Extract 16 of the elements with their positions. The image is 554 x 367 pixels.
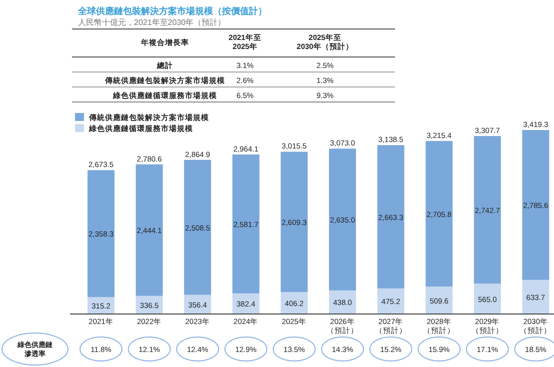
bar [136, 164, 163, 296]
bar [232, 154, 260, 294]
bar [522, 280, 550, 314]
bar [474, 284, 501, 314]
bar [329, 148, 356, 290]
bar [426, 140, 453, 287]
bar [280, 152, 308, 292]
bar [426, 286, 453, 314]
bar [474, 136, 501, 284]
chart-subtitle: 人民幣十億元，2021年至2030年（預計） [78, 18, 226, 27]
bar [522, 130, 550, 280]
chart-title: 全球供應鏈包裝解決方案市場規模（按價值計） [77, 6, 267, 16]
bar [184, 160, 212, 295]
bar [377, 145, 404, 288]
bar [88, 170, 114, 298]
bar [377, 288, 404, 314]
